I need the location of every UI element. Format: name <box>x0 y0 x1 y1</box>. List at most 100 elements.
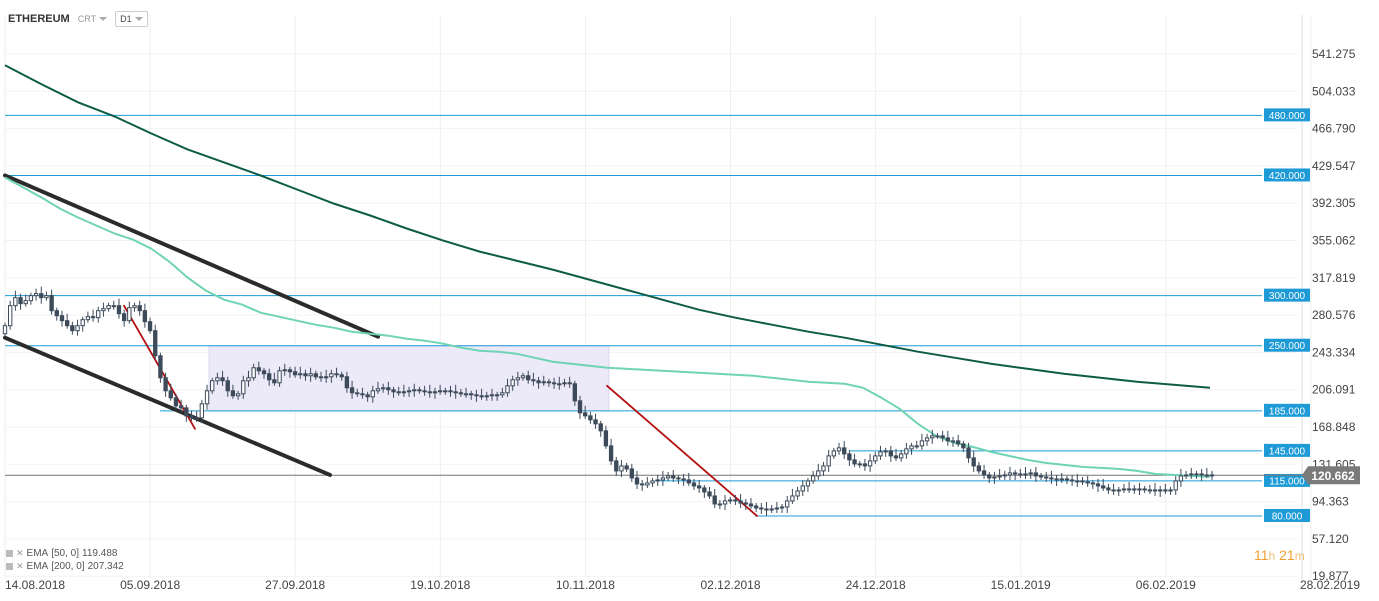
y-tick-label: 243.334 <box>1312 345 1356 359</box>
candle-body <box>494 394 500 397</box>
candle <box>639 479 645 491</box>
candle-body <box>184 407 189 417</box>
close-icon[interactable]: ✕ <box>16 548 24 558</box>
candle <box>101 302 106 317</box>
candle-body <box>360 393 365 396</box>
candle <box>437 384 443 395</box>
candle-body <box>448 390 453 393</box>
candle-body <box>1018 473 1023 476</box>
candle <box>935 432 940 439</box>
x-tick-label: 05.09.2018 <box>120 578 180 592</box>
candle-body <box>18 297 23 305</box>
candle-body <box>111 305 116 308</box>
candle-body <box>204 390 210 405</box>
candle-body <box>1152 489 1158 492</box>
candle <box>800 479 805 496</box>
candle-body <box>686 479 691 484</box>
candle <box>1126 481 1132 493</box>
candle <box>458 388 464 397</box>
candle-body <box>603 430 609 447</box>
candle-body <box>292 371 298 376</box>
x-tick-label: 27.09.2018 <box>265 578 325 592</box>
candle <box>204 384 210 410</box>
candle <box>883 447 888 457</box>
candle-body <box>469 393 474 396</box>
candle <box>417 386 422 394</box>
candle-body <box>401 391 407 394</box>
candle-body <box>665 475 671 479</box>
range-zone <box>208 345 610 412</box>
x-tick-label: 19.10.2018 <box>410 578 470 592</box>
candle-body <box>1101 485 1106 489</box>
candle <box>567 376 572 388</box>
candle-body <box>396 391 401 394</box>
candle <box>1049 470 1054 484</box>
candle <box>914 440 919 449</box>
candle <box>909 442 914 455</box>
candle <box>2 322 8 337</box>
candle <box>1189 467 1194 479</box>
y-tick-label: 466.790 <box>1312 122 1356 136</box>
close-icon[interactable]: ✕ <box>16 561 24 571</box>
candle-body <box>33 293 39 297</box>
indicator-settings-icon[interactable] <box>6 563 13 570</box>
candle-body <box>417 389 422 392</box>
candle <box>339 371 344 381</box>
channel-line <box>3 173 380 339</box>
channel-line <box>3 335 332 477</box>
candle <box>899 449 904 462</box>
candle <box>147 317 153 334</box>
candle-body <box>59 315 65 322</box>
candle <box>1194 470 1199 479</box>
candle-body <box>1012 472 1018 475</box>
x-tick-label: 28.02.2019 <box>1300 578 1360 592</box>
candle <box>857 460 862 468</box>
candle <box>505 378 510 397</box>
symbol-label: ETHEREUM <box>8 13 70 25</box>
candle <box>272 372 277 386</box>
candle <box>753 502 759 512</box>
candle <box>743 498 748 510</box>
candle <box>355 388 360 397</box>
candle-body <box>189 415 194 419</box>
timeframe-dropdown[interactable]: D1 <box>115 11 148 27</box>
candle-body <box>75 325 80 332</box>
candle <box>515 371 521 386</box>
candle <box>225 376 230 397</box>
candle <box>810 470 816 484</box>
candle-body <box>1085 481 1090 484</box>
price-level-tag-bg <box>1264 338 1310 352</box>
candle-body <box>386 387 391 391</box>
candle-body <box>805 480 811 487</box>
ema-50-line <box>4 176 1211 478</box>
candle <box>251 363 256 381</box>
y-tick-label: 168.848 <box>1312 420 1356 434</box>
candle <box>1106 483 1111 494</box>
candle-body <box>598 423 603 432</box>
indicator-settings-icon[interactable] <box>6 550 13 557</box>
candle-body <box>1095 483 1101 487</box>
candle <box>158 352 163 383</box>
candle-body <box>764 508 769 511</box>
indicator-value: 119.488 <box>82 548 118 559</box>
candle-body <box>945 437 950 442</box>
candle <box>474 389 479 402</box>
candle-body <box>1132 488 1137 491</box>
candle-body <box>836 447 842 452</box>
candle <box>862 458 868 471</box>
candle <box>686 472 691 486</box>
broker-dropdown[interactable]: CRT <box>78 14 108 24</box>
candle-body <box>70 325 75 332</box>
candle <box>469 390 474 400</box>
candle-body <box>1028 472 1033 475</box>
candle-body <box>987 474 992 479</box>
y-tick-label: 19.877 <box>1312 569 1349 583</box>
current-price-label: 120.662 <box>1311 469 1355 483</box>
candle <box>1111 483 1116 495</box>
candle-body <box>671 475 676 479</box>
candle-body <box>308 373 313 377</box>
indicator-name: EMA <box>26 548 49 559</box>
candle-body <box>261 370 267 375</box>
price-level-tag-bg <box>1264 508 1310 522</box>
